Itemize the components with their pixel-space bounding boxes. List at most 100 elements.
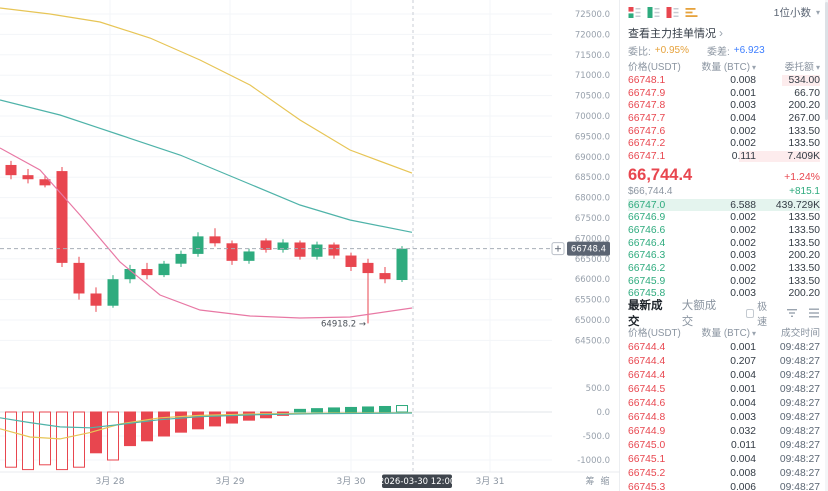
qty-cell: 0.001 — [730, 383, 756, 395]
time-cell: 09:48:27 — [779, 439, 820, 451]
price-change-percent: +1.24% — [784, 170, 820, 183]
amount-cell: 133.50 — [788, 275, 821, 287]
qty-cell: 0.002 — [730, 225, 756, 237]
scrollbar-thumb[interactable] — [825, 2, 828, 120]
header-time[interactable]: 成交时间 — [780, 328, 820, 340]
depth-bar — [739, 150, 820, 163]
time-cell: 09:48:27 — [779, 425, 820, 437]
price-cell: 66744.4 — [628, 355, 666, 367]
trade-row[interactable]: 66744.4 0.207 09:48:27 — [628, 354, 820, 368]
tab-latest-trades[interactable]: 最新成交 — [628, 300, 663, 329]
trade-row[interactable]: 66744.4 0.004 09:48:27 — [628, 368, 820, 382]
list-settings-icon[interactable] — [808, 307, 820, 319]
trade-row[interactable]: 66744.9 0.032 09:48:27 — [628, 424, 820, 438]
svg-text:3月 30: 3月 30 — [336, 476, 365, 487]
amount-cell: 66.70 — [794, 87, 820, 99]
bid-row[interactable]: 66747.0 6.588 439.729K — [628, 199, 820, 212]
time-cell: 09:48:27 — [779, 467, 820, 479]
decimal-precision-dropdown[interactable]: 1位小数 ▾ — [774, 5, 820, 20]
trade-row[interactable]: 66745.2 0.008 09:48:27 — [628, 466, 820, 480]
ask-row[interactable]: 66747.7 0.004 267.00 — [628, 112, 820, 125]
ratio-value: +0.95% — [654, 44, 689, 56]
svg-text:筹: 筹 — [585, 475, 594, 487]
speed-label: 极速 — [757, 302, 768, 329]
svg-text:65000.0: 65000.0 — [575, 316, 610, 326]
svg-text:67000.0: 67000.0 — [575, 234, 610, 244]
time-cell: 09:48:27 — [779, 411, 820, 423]
amount-cell: 133.50 — [788, 212, 821, 224]
header-price[interactable]: 价格(USDT) — [628, 328, 681, 340]
ask-row[interactable]: 66747.9 0.001 66.70 — [628, 87, 820, 100]
svg-text:71000.0: 71000.0 — [575, 71, 610, 81]
ask-row[interactable]: 66747.6 0.002 133.50 — [628, 125, 820, 138]
candlestick-chart[interactable]: 72500.0 72000.0 71500.0 71000.0 70500.0 70000… — [0, 0, 620, 491]
main-orders-link[interactable]: 查看主力挂单情况 › — [628, 24, 820, 42]
price-cell: 66744.8 — [628, 411, 666, 423]
qty-cell: 0.111 — [731, 150, 756, 162]
bid-row[interactable]: 66746.9 0.002 133.50 — [628, 212, 820, 225]
depth-bids-icon[interactable] — [647, 6, 660, 19]
price-cell: 66746.6 — [628, 225, 666, 237]
trade-row[interactable]: 66744.4 0.001 09:48:27 — [628, 340, 820, 354]
price-cell: 66745.0 — [628, 439, 666, 451]
tab-large-trades[interactable]: 大额成交 — [681, 300, 717, 329]
header-price[interactable]: 价格(USDT) — [628, 62, 681, 73]
orderbook-toolbar: 1位小数 ▾ — [628, 0, 820, 24]
bid-row[interactable]: 66746.4 0.002 133.50 — [628, 237, 820, 250]
trade-row[interactable]: 66745.3 0.006 09:48:27 — [628, 480, 820, 491]
depth-amount-icon[interactable] — [685, 6, 698, 19]
header-qty[interactable]: 数量 (BTC) ▾ — [701, 328, 756, 340]
depth-bar — [781, 74, 820, 87]
filter-icon[interactable] — [786, 307, 798, 319]
speed-checkbox[interactable]: 极速 — [745, 298, 776, 329]
sort-caret-icon: ▾ — [815, 63, 820, 72]
ask-row[interactable]: 66747.2 0.002 133.50 — [628, 137, 820, 150]
bid-row[interactable]: 66745.8 0.003 200.20 — [628, 288, 820, 301]
bid-row[interactable]: 66746.6 0.002 133.50 — [628, 224, 820, 237]
bid-row[interactable]: 66746.3 0.003 200.20 — [628, 250, 820, 263]
header-qty[interactable]: 数量 (BTC) ▾ — [701, 62, 756, 73]
price-cell: 66747.0 — [628, 199, 666, 211]
trade-row[interactable]: 66744.5 0.001 09:48:27 — [628, 382, 820, 396]
svg-text:72500.0: 72500.0 — [575, 10, 610, 20]
decimal-precision-label: 1位小数 — [773, 6, 811, 19]
amount-cell: 439.729K — [775, 199, 820, 211]
price-cell: 66747.7 — [628, 112, 666, 124]
bid-row[interactable]: 66746.2 0.002 133.50 — [628, 262, 820, 275]
depth-asks-icon[interactable] — [666, 6, 679, 19]
ratio-label: 委比: — [628, 46, 651, 58]
svg-text:68500.0: 68500.0 — [575, 173, 610, 183]
qty-cell: 0.003 — [730, 411, 756, 423]
ask-row[interactable]: 66747.8 0.003 200.20 — [628, 99, 820, 112]
qty-cell: 0.002 — [730, 125, 756, 137]
trade-row[interactable]: 66744.6 0.004 09:48:27 — [628, 396, 820, 410]
time-cell: 09:48:27 — [779, 481, 820, 491]
last-price-block[interactable]: 66,744.4 +1.24% $66,744.4 +815.1 — [628, 163, 820, 199]
depth-all-icon[interactable] — [628, 6, 641, 19]
svg-text:70000.0: 70000.0 — [575, 112, 610, 122]
qty-cell: 0.207 — [730, 355, 756, 367]
ask-row[interactable]: 66748.1 0.008 534.00 — [628, 74, 820, 87]
qty-cell: 0.001 — [730, 87, 756, 99]
last-price: 66,744.4 — [628, 165, 693, 184]
qty-cell: 0.008 — [730, 74, 756, 86]
trade-row[interactable]: 66745.1 0.004 09:48:27 — [628, 452, 820, 466]
asks-list: 66748.1 0.008 534.00 66747.9 0.001 66.70 66747… — [628, 74, 820, 163]
sort-caret-icon: ▾ — [751, 329, 756, 339]
trades-list: 66744.4 0.001 09:48:27 66744.4 0.207 09:48:27… — [628, 340, 820, 491]
ask-row[interactable]: 66747.1 0.111 7.409K — [628, 150, 820, 163]
price-cell: 66746.9 — [628, 212, 666, 224]
time-cell: 09:48:27 — [779, 453, 820, 465]
chevron-down-icon: ▾ — [815, 7, 820, 17]
header-amount[interactable]: 委托额 ▾ — [784, 62, 820, 73]
scrollbar-track[interactable] — [825, 0, 828, 491]
qty-cell: 0.008 — [730, 467, 756, 479]
trade-row[interactable]: 66744.8 0.003 09:48:27 — [628, 410, 820, 424]
svg-text:0.0: 0.0 — [596, 408, 610, 418]
price-cell: 66744.5 — [628, 383, 666, 395]
bid-row[interactable]: 66745.9 0.002 133.50 — [628, 275, 820, 288]
qty-cell: 6.588 — [730, 199, 756, 211]
sort-caret-icon: ▾ — [751, 63, 756, 72]
trade-row[interactable]: 66745.0 0.011 09:48:27 — [628, 438, 820, 452]
qty-cell: 0.004 — [730, 397, 756, 409]
